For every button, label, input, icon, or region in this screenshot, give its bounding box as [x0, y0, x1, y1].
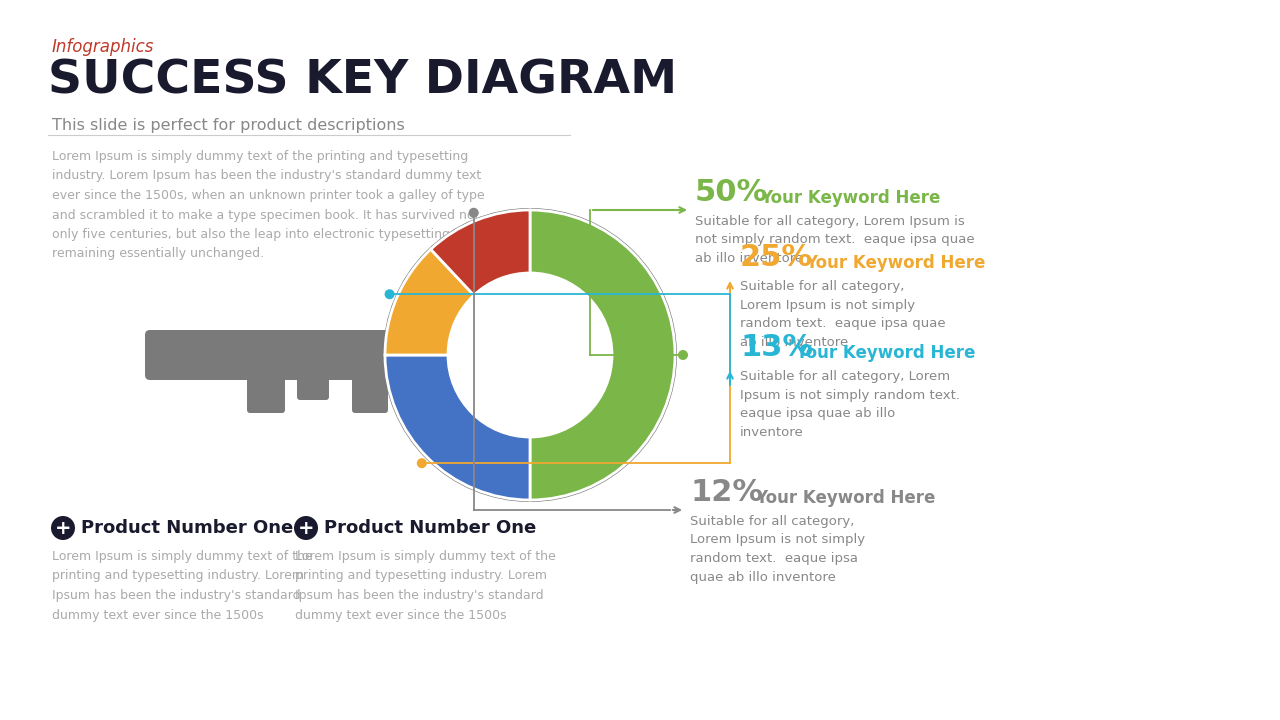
Circle shape	[417, 458, 426, 468]
Wedge shape	[530, 210, 675, 500]
Text: +: +	[55, 518, 72, 538]
Text: Your Keyword Here: Your Keyword Here	[755, 489, 936, 507]
Text: Suitable for all category, Lorem Ipsum is
not simply random text.  eaque ipsa qu: Suitable for all category, Lorem Ipsum i…	[695, 215, 974, 265]
Text: Lorem Ipsum is simply dummy text of the
printing and typesetting industry. Lorem: Lorem Ipsum is simply dummy text of the …	[52, 550, 312, 621]
Text: Product Number One: Product Number One	[324, 519, 536, 537]
Text: Suitable for all category,
Lorem Ipsum is not simply
random text.  eaque ipsa qu: Suitable for all category, Lorem Ipsum i…	[740, 280, 946, 348]
Text: SUCCESS KEY DIAGRAM: SUCCESS KEY DIAGRAM	[49, 58, 677, 103]
Text: Suitable for all category, Lorem
Ipsum is not simply random text.
eaque ipsa qua: Suitable for all category, Lorem Ipsum i…	[740, 370, 960, 438]
Circle shape	[448, 273, 612, 437]
Text: 50%: 50%	[695, 178, 768, 207]
Wedge shape	[385, 355, 530, 500]
Circle shape	[422, 264, 443, 284]
Text: 13%: 13%	[740, 333, 813, 362]
FancyBboxPatch shape	[352, 372, 388, 413]
Circle shape	[393, 334, 413, 354]
Text: Suitable for all category,
Lorem Ipsum is not simply
random text.  eaque ipsa
qu: Suitable for all category, Lorem Ipsum i…	[690, 515, 865, 583]
Text: Your Keyword Here: Your Keyword Here	[805, 254, 986, 272]
Circle shape	[678, 350, 689, 360]
FancyBboxPatch shape	[297, 372, 329, 400]
FancyBboxPatch shape	[247, 372, 285, 413]
Wedge shape	[431, 210, 530, 295]
Text: Lorem Ipsum is simply dummy text of the
printing and typesetting industry. Lorem: Lorem Ipsum is simply dummy text of the …	[294, 550, 556, 621]
Text: Product Number One: Product Number One	[81, 519, 293, 537]
Text: +: +	[298, 518, 315, 538]
Text: 12%: 12%	[690, 478, 763, 507]
Wedge shape	[385, 249, 474, 355]
FancyBboxPatch shape	[397, 372, 428, 400]
Text: Lorem Ipsum is simply dummy text of the printing and typesetting
industry. Lorem: Lorem Ipsum is simply dummy text of the …	[52, 150, 485, 261]
Circle shape	[453, 278, 607, 432]
Text: This slide is perfect for product descriptions: This slide is perfect for product descri…	[52, 118, 404, 133]
Text: Infographics: Infographics	[52, 38, 155, 56]
Circle shape	[384, 289, 394, 300]
Circle shape	[51, 516, 76, 540]
Circle shape	[410, 408, 430, 428]
Text: 25%: 25%	[740, 243, 813, 272]
Circle shape	[383, 208, 677, 502]
Circle shape	[468, 208, 479, 217]
Text: Your Keyword Here: Your Keyword Here	[760, 189, 941, 207]
Circle shape	[294, 516, 317, 540]
Text: Your Keyword Here: Your Keyword Here	[795, 344, 975, 362]
FancyBboxPatch shape	[145, 330, 535, 380]
